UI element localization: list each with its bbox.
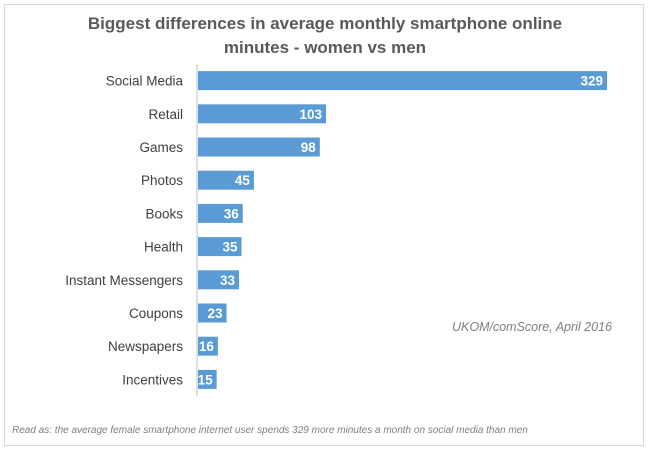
- value-label: 15: [198, 372, 214, 387]
- value-label: 98: [301, 140, 317, 155]
- bar: [198, 237, 242, 257]
- source-note: UKOM/comScore, April 2016: [451, 320, 612, 334]
- category-label: Retail: [148, 107, 183, 122]
- value-label: 45: [235, 173, 251, 188]
- bar: [198, 137, 320, 157]
- value-label: 16: [199, 339, 215, 354]
- value-label: 23: [208, 306, 224, 321]
- category-label: Newspapers: [108, 339, 183, 354]
- bar: [198, 369, 217, 389]
- bar: [198, 71, 607, 91]
- footnote: Read as: the average female smartphone i…: [12, 425, 528, 436]
- category-label: Social Media: [106, 74, 184, 89]
- value-label: 36: [224, 206, 240, 221]
- category-label: Games: [139, 140, 183, 155]
- bar: [198, 203, 243, 223]
- category-label: Books: [145, 206, 183, 221]
- chart-title: Biggest differences in average monthly s…: [0, 12, 650, 60]
- chart-title-line-2: minutes - women vs men: [223, 38, 427, 57]
- bar: [198, 170, 254, 190]
- value-label: 103: [300, 107, 323, 122]
- value-label: 329: [580, 74, 603, 89]
- category-label: Health: [144, 240, 183, 255]
- bar: [198, 303, 227, 323]
- bar: [198, 270, 240, 290]
- value-label: 33: [220, 273, 236, 288]
- category-label: Incentives: [122, 372, 183, 387]
- category-label: Photos: [141, 173, 183, 188]
- value-label: 35: [222, 240, 238, 255]
- category-label: Coupons: [129, 306, 183, 321]
- category-label: Instant Messengers: [65, 273, 183, 288]
- bar: [198, 104, 327, 124]
- chart-title-line-1: Biggest differences in average monthly s…: [87, 14, 563, 33]
- bar: [198, 336, 218, 356]
